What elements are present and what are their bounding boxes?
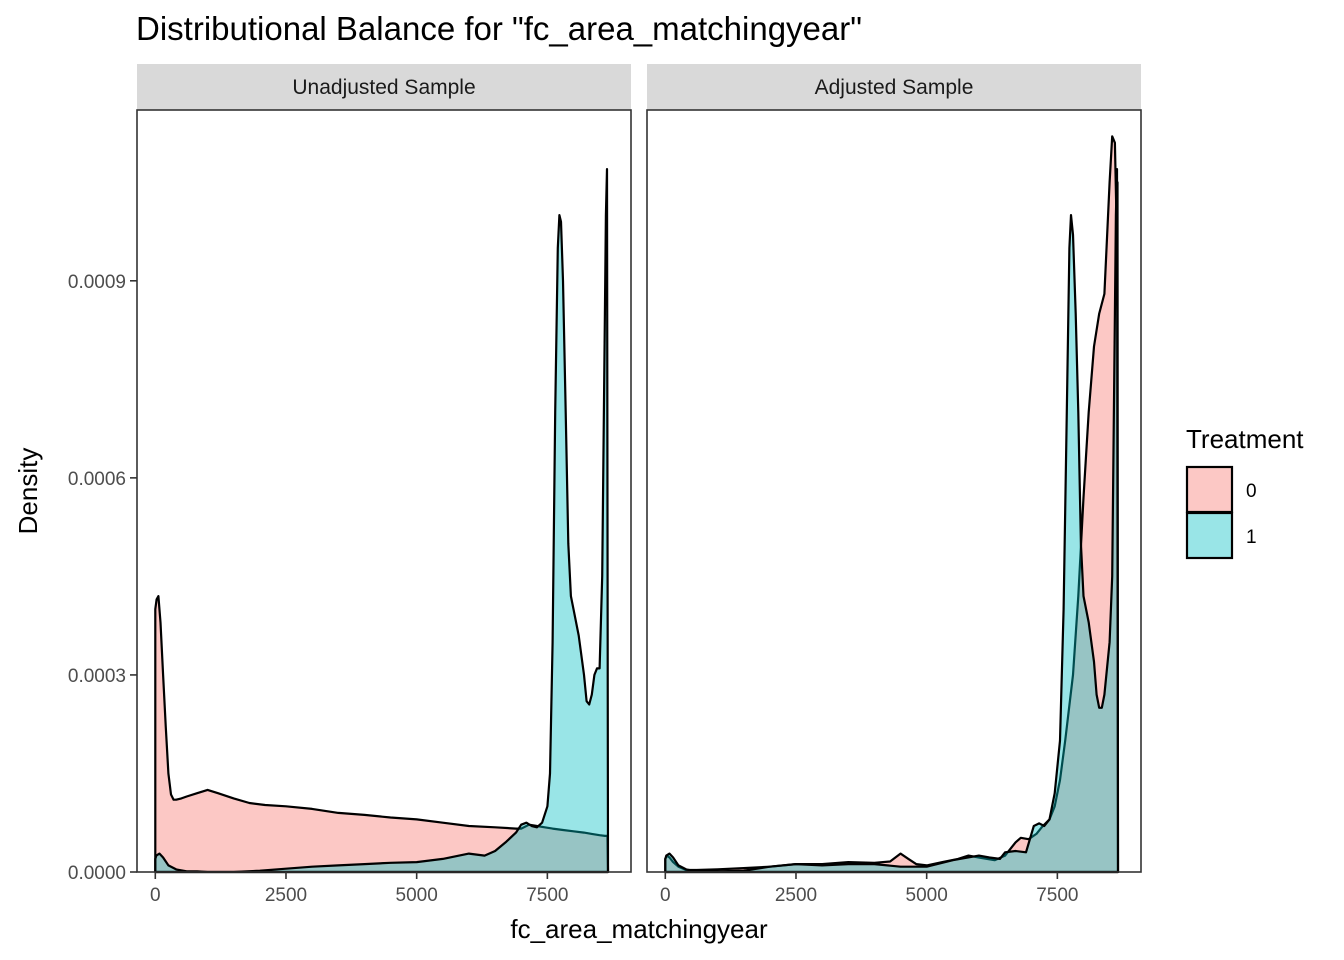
x-tick-label: 2500 xyxy=(775,885,817,906)
legend-title: Treatment xyxy=(1186,424,1304,454)
x-tick-label: 7500 xyxy=(1036,885,1078,906)
y-tick-label: 0.0000 xyxy=(68,863,126,884)
panel-border xyxy=(646,109,1142,873)
y-axis: 0.0000 0.0003 0.0006 0.0009 xyxy=(68,272,137,884)
legend-key-background xyxy=(1187,513,1232,558)
facet-strip-label: Adjusted Sample xyxy=(815,76,974,99)
facet-panel: Unadjusted Sample 0 2500 5000 7500 xyxy=(136,64,632,906)
facet-panel: Adjusted Sample 0 2500 5000 7500 xyxy=(646,64,1142,906)
panel-background xyxy=(137,110,631,872)
x-tick-label: 5000 xyxy=(396,885,438,906)
legend-label: 1 xyxy=(1246,527,1257,548)
density-area-treatment-0 xyxy=(664,135,1120,874)
facet-strip xyxy=(647,64,1141,110)
density-area-treatment-1 xyxy=(664,168,1120,874)
x-tick-label: 0 xyxy=(660,885,671,906)
legend: Treatment 01 xyxy=(1185,424,1304,560)
x-tick-label: 5000 xyxy=(906,885,948,906)
legend-keys: 01 xyxy=(1185,465,1257,560)
y-tick-label: 0.0003 xyxy=(68,666,126,687)
legend-label: 0 xyxy=(1246,481,1257,502)
x-axis-title: fc_area_matchingyear xyxy=(510,914,768,944)
x-tick-label: 7500 xyxy=(526,885,568,906)
y-tick-label: 0.0009 xyxy=(68,272,126,293)
y-tick-label: 0.0006 xyxy=(68,469,126,490)
x-tick-label: 2500 xyxy=(265,885,307,906)
density-area-treatment-0 xyxy=(154,595,610,874)
facet-strip-label: Unadjusted Sample xyxy=(292,76,475,99)
legend-key-background xyxy=(1187,467,1232,512)
legend-swatch-treatment-0 xyxy=(1185,465,1234,514)
chart-title: Distributional Balance for "fc_area_matc… xyxy=(136,10,862,47)
facet-strip xyxy=(137,64,631,110)
panel-border xyxy=(136,109,632,873)
y-axis-title: Density xyxy=(13,448,43,535)
legend-swatch-treatment-1 xyxy=(1185,511,1234,560)
x-tick-label: 0 xyxy=(150,885,161,906)
